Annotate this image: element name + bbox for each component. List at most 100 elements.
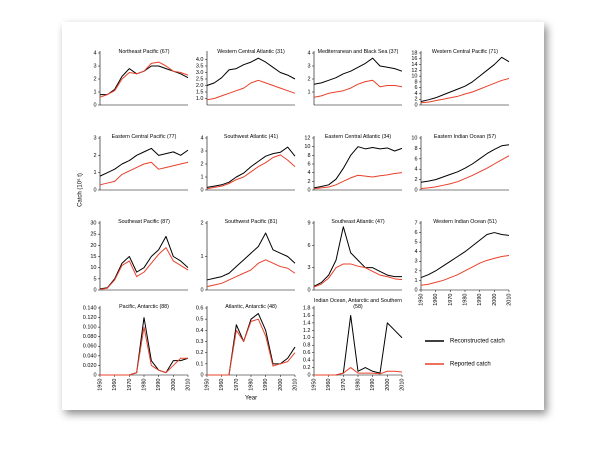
y-tick-label: 0	[93, 287, 96, 293]
x-tick-label: 1950	[97, 379, 103, 391]
x-tick-label: 1970	[234, 379, 240, 391]
x-tick-label: 2000	[492, 294, 498, 306]
y-tick-label: 0	[200, 287, 203, 293]
panel-title-box: Eastern Indian Ocean (57)	[434, 134, 496, 140]
y-tick-label: 3	[307, 265, 310, 271]
y-tick-label: 0	[307, 372, 310, 378]
panel-title: Southeast Pacific (87)	[118, 219, 170, 225]
series-line	[420, 255, 510, 286]
series-line	[207, 318, 296, 376]
panel-title: Pacific, Antarctic (88)	[119, 304, 169, 310]
y-tick-label: 0.5	[196, 317, 204, 323]
series-line	[420, 232, 510, 279]
x-tick-label: 1970	[341, 379, 347, 391]
y-tick-label: 1.8	[303, 305, 311, 311]
y-tick-label: 1	[414, 278, 417, 284]
y-tick-label: 1	[200, 254, 203, 260]
y-tick-label: 1.2	[303, 328, 311, 334]
y-tick-label: 8	[414, 79, 417, 85]
y-tick-label: 6	[414, 85, 417, 91]
y-tick-label: 10	[90, 265, 96, 271]
y-tick-label: 20	[90, 243, 96, 249]
legend-label: Reported catch	[450, 362, 491, 368]
y-tick-label: 0.120	[83, 315, 97, 321]
series-line	[206, 57, 296, 86]
x-tick-label: 1950	[311, 379, 317, 391]
panel-title: Western Central Atlantic (31)	[217, 49, 285, 55]
series-line	[206, 79, 296, 101]
panel-title-box: Southeast Atlantic (47)	[331, 219, 384, 225]
series-line	[420, 56, 510, 103]
y-tick-label: 0	[414, 102, 417, 108]
y-tick-label: 10	[411, 135, 417, 141]
series-line	[313, 57, 403, 85]
x-tick-label: 1960	[219, 379, 225, 391]
series-line	[313, 146, 403, 189]
y-tick-label: 3	[200, 148, 203, 154]
y-tick-label: 2.0	[196, 83, 204, 89]
panel-title-box: Western Central Pacific (71)	[431, 49, 499, 55]
y-tick-label: 0.1	[196, 361, 204, 367]
y-tick-label: 14	[411, 62, 417, 68]
y-tick-label: 10	[411, 74, 417, 80]
y-tick-label: 2	[414, 268, 417, 274]
panel-title-box: Western Indian Ocean (51)	[433, 219, 497, 225]
y-tick-label: 2.5	[196, 76, 204, 82]
y-tick-label: 2	[307, 179, 310, 185]
series-line	[99, 247, 189, 290]
y-tick-label: 4	[414, 249, 417, 255]
y-axis-label: Catch (10⁶ t)	[77, 173, 84, 207]
y-tick-label: 2	[200, 220, 203, 226]
y-tick-label: 1.5	[196, 89, 204, 95]
x-tick-label: 1990	[477, 294, 483, 306]
series-line	[313, 79, 403, 98]
y-tick-label: 4	[307, 170, 310, 176]
x-tick-label: 1960	[433, 294, 439, 306]
y-tick-label: 30	[90, 220, 96, 226]
x-tick-label: 2010	[506, 294, 512, 306]
x-tick-label: 2010	[399, 379, 405, 391]
y-tick-label: 1.0	[303, 335, 311, 341]
y-tick-label: 3	[307, 63, 310, 69]
x-tick-label: 1950	[204, 379, 210, 391]
panel-title: Southwest Atlantic (41)	[223, 134, 279, 140]
y-tick-label: 0	[414, 187, 417, 193]
panel-title-box: Southeast Pacific (87)	[118, 219, 170, 225]
series-line	[313, 263, 403, 288]
series-line	[314, 367, 403, 376]
panel-title: Western Central Pacific (71)	[431, 49, 499, 55]
series-line	[420, 77, 510, 104]
x-tick-label: 2010	[292, 379, 298, 391]
panel-title-box: Southwest Pacific (81)	[225, 219, 278, 225]
y-tick-label: 0	[307, 287, 310, 293]
panel-title-box: Pacific, Antarctic (88)	[119, 304, 169, 310]
x-axis-label: Year	[245, 396, 257, 402]
x-tick-label: 1960	[112, 379, 118, 391]
y-tick-label: 0.8	[303, 343, 311, 349]
y-tick-label: 4	[307, 50, 310, 56]
panel-title: Indian Ocean, Antarctic and Southern (58…	[313, 298, 403, 310]
y-tick-label: 3.0	[196, 70, 204, 76]
y-tick-label: 3	[93, 135, 96, 141]
y-tick-label: 1	[200, 174, 203, 180]
y-tick-label: 0	[93, 102, 96, 108]
y-tick-label: 0.140	[83, 305, 97, 311]
y-tick-label: 0	[93, 187, 96, 193]
y-tick-label: 12	[304, 135, 310, 141]
y-tick-label: 1	[93, 89, 96, 95]
y-tick-label: 4	[414, 91, 417, 97]
series-line	[99, 61, 189, 98]
y-tick-label: 15	[90, 254, 96, 260]
y-tick-label: 1.6	[303, 313, 311, 319]
panel-title: Northeast Pacific (67)	[118, 49, 170, 55]
panel-title: Western Indian Ocean (51)	[433, 219, 497, 225]
y-tick-label: 0.100	[83, 325, 97, 331]
y-tick-label: 1	[307, 89, 310, 95]
x-tick-label: 1980	[355, 379, 361, 391]
y-tick-label: 6	[307, 161, 310, 167]
y-tick-label: 3	[93, 63, 96, 69]
series-line	[100, 317, 189, 376]
y-tick-label: 0	[414, 287, 417, 293]
